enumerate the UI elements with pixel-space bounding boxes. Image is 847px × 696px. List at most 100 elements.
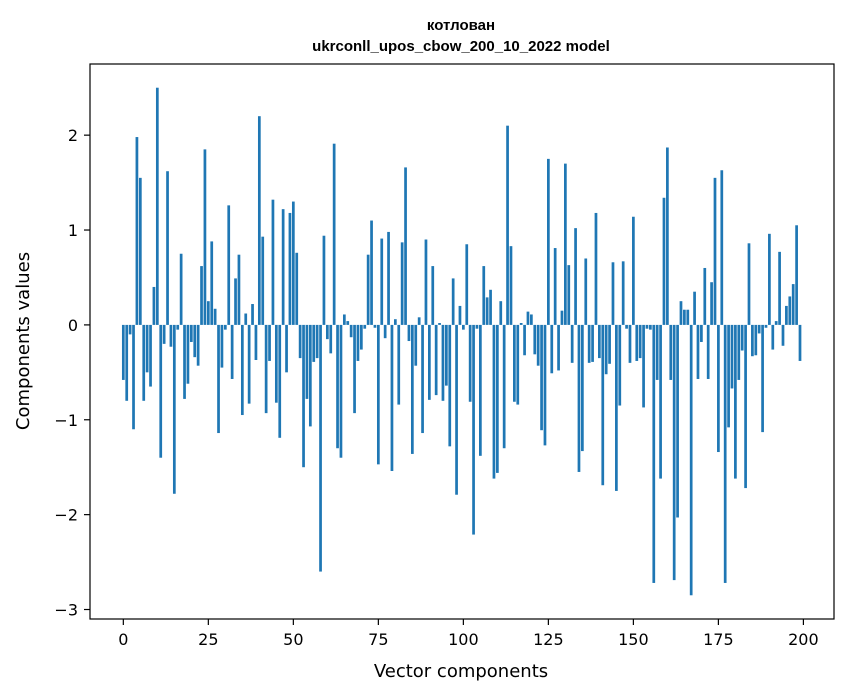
bar-33 bbox=[234, 278, 237, 325]
bar-180 bbox=[734, 324, 737, 479]
bar-83 bbox=[404, 167, 407, 325]
bar-10 bbox=[155, 87, 159, 325]
bar-192 bbox=[774, 321, 778, 325]
bar-197 bbox=[791, 284, 795, 325]
x-tick-label: 125 bbox=[533, 630, 564, 649]
bar-78 bbox=[387, 231, 390, 325]
bar-153 bbox=[642, 324, 645, 408]
x-tick-label: 75 bbox=[368, 630, 388, 649]
bar-64 bbox=[339, 324, 343, 458]
bar-68 bbox=[353, 324, 356, 414]
bar-195 bbox=[785, 305, 788, 325]
bar-143 bbox=[608, 324, 611, 364]
bar-95 bbox=[445, 324, 448, 386]
chart-title: котлован bbox=[427, 17, 495, 34]
bar-17 bbox=[179, 253, 183, 325]
bar-22 bbox=[196, 324, 200, 366]
bar-133 bbox=[574, 228, 577, 325]
bar-196 bbox=[788, 296, 792, 325]
bar-150 bbox=[632, 216, 635, 325]
bar-5 bbox=[138, 177, 142, 325]
bar-55 bbox=[308, 324, 312, 427]
x-tick-label: 200 bbox=[788, 630, 819, 649]
bar-41 bbox=[261, 236, 265, 325]
bar-13 bbox=[166, 171, 169, 325]
y-tick-label: 0 bbox=[68, 316, 78, 335]
bar-66 bbox=[346, 321, 350, 325]
bar-191 bbox=[771, 324, 775, 350]
x-axis-label: Vector components bbox=[374, 661, 548, 682]
bar-172 bbox=[706, 324, 710, 379]
bar-124 bbox=[543, 324, 547, 446]
bar-149 bbox=[628, 324, 632, 363]
bar-123 bbox=[540, 324, 543, 431]
bar-24 bbox=[203, 149, 207, 325]
bar-146 bbox=[618, 324, 622, 406]
bar-37 bbox=[247, 324, 251, 404]
bar-169 bbox=[696, 324, 700, 379]
bar-45 bbox=[274, 324, 278, 403]
bar-171 bbox=[703, 267, 707, 325]
bar-155 bbox=[649, 324, 652, 330]
bar-161 bbox=[669, 324, 673, 380]
bar-71 bbox=[363, 324, 367, 329]
y-tick-label: −2 bbox=[54, 506, 78, 525]
bar-26 bbox=[210, 241, 214, 325]
bar-7 bbox=[145, 324, 149, 373]
y-tick-label: −3 bbox=[54, 601, 78, 620]
bar-80 bbox=[393, 319, 397, 325]
bars-group bbox=[121, 87, 802, 596]
bar-102 bbox=[468, 324, 472, 402]
bar-67 bbox=[349, 324, 353, 338]
bar-119 bbox=[526, 311, 530, 325]
bar-126 bbox=[550, 324, 554, 374]
bar-175 bbox=[717, 324, 720, 453]
bar-32 bbox=[230, 324, 234, 379]
bar-159 bbox=[662, 197, 666, 325]
bar-75 bbox=[376, 324, 380, 465]
bar-151 bbox=[635, 324, 639, 361]
x-tick-label: 175 bbox=[703, 630, 734, 649]
bar-199 bbox=[798, 324, 802, 361]
bar-125 bbox=[547, 158, 550, 325]
bar-91 bbox=[431, 266, 435, 325]
bar-122 bbox=[536, 324, 540, 366]
bar-74 bbox=[373, 324, 377, 328]
bar-158 bbox=[659, 324, 662, 479]
bar-182 bbox=[740, 324, 744, 351]
bar-86 bbox=[414, 324, 418, 366]
bar-73 bbox=[370, 220, 373, 325]
bar-69 bbox=[356, 324, 360, 361]
bar-99 bbox=[458, 305, 462, 325]
bar-34 bbox=[237, 254, 241, 325]
bar-141 bbox=[601, 324, 605, 486]
bar-81 bbox=[397, 324, 401, 405]
bar-165 bbox=[683, 309, 686, 325]
bar-194 bbox=[781, 324, 785, 346]
bar-129 bbox=[560, 310, 564, 325]
bar-114 bbox=[509, 246, 513, 325]
bar-84 bbox=[407, 324, 411, 342]
bar-152 bbox=[638, 324, 642, 359]
bar-4 bbox=[135, 137, 139, 325]
bar-121 bbox=[533, 324, 537, 355]
bar-113 bbox=[506, 125, 509, 325]
bar-176 bbox=[720, 170, 724, 325]
bar-164 bbox=[679, 301, 683, 325]
bar-8 bbox=[149, 324, 152, 387]
x-tick-label: 50 bbox=[283, 630, 303, 649]
bar-65 bbox=[342, 314, 346, 325]
bar-103 bbox=[472, 324, 475, 535]
bar-54 bbox=[305, 324, 309, 399]
bar-106 bbox=[482, 266, 486, 325]
bar-185 bbox=[751, 324, 754, 357]
bar-104 bbox=[475, 324, 479, 329]
bar-120 bbox=[530, 314, 533, 325]
bar-61 bbox=[329, 324, 333, 354]
bar-14 bbox=[169, 324, 173, 347]
bar-148 bbox=[625, 324, 628, 329]
bar-179 bbox=[730, 324, 734, 389]
bar-21 bbox=[193, 324, 197, 358]
bar-147 bbox=[621, 261, 625, 325]
bar-18 bbox=[183, 324, 186, 399]
